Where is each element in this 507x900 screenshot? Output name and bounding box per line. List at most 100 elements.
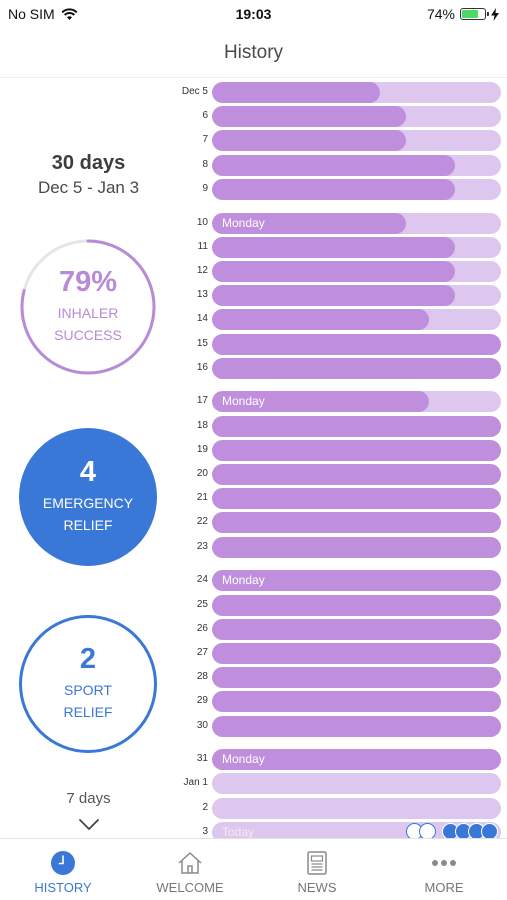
day-bar[interactable] bbox=[212, 594, 501, 616]
day-bar[interactable] bbox=[212, 333, 501, 355]
tab-history[interactable]: HISTORY bbox=[0, 839, 126, 900]
tab-history-label: HISTORY bbox=[34, 880, 92, 895]
day-bar-fill bbox=[212, 415, 501, 437]
day-bar[interactable] bbox=[212, 154, 501, 176]
sport-relief-count: 2 bbox=[79, 643, 97, 676]
day-bar-fill bbox=[212, 715, 501, 737]
day-bar[interactable]: Monday bbox=[212, 749, 501, 771]
day-bar[interactable] bbox=[212, 285, 501, 307]
day-bar-fill bbox=[212, 642, 501, 664]
inhaler-progress-ring bbox=[20, 239, 156, 375]
battery-level bbox=[462, 10, 478, 18]
tab-news-label: NEWS bbox=[297, 880, 337, 895]
navigation-bar: History bbox=[0, 28, 507, 78]
home-icon bbox=[178, 852, 202, 874]
more-icon bbox=[432, 860, 456, 866]
day-bar[interactable] bbox=[212, 130, 501, 152]
day-bar[interactable] bbox=[212, 642, 501, 664]
day-label: 27 bbox=[196, 646, 208, 658]
summary-panel: 30 days Dec 5 - Jan 3 79% INHALER SUCCES… bbox=[0, 78, 177, 838]
day-bar[interactable] bbox=[212, 797, 501, 819]
day-bar[interactable] bbox=[212, 488, 501, 510]
day-bar[interactable] bbox=[212, 715, 501, 737]
day-bar-fill bbox=[212, 570, 501, 592]
day-bar[interactable] bbox=[212, 236, 501, 258]
day-bar-fill bbox=[212, 536, 501, 558]
day-label: 29 bbox=[196, 695, 208, 707]
day-label: 11 bbox=[197, 240, 208, 252]
day-label: 19 bbox=[196, 443, 208, 455]
day-label: 20 bbox=[196, 468, 208, 479]
week-start-label: Monday bbox=[222, 394, 265, 409]
day-bar[interactable] bbox=[212, 260, 501, 282]
day-label: 10 bbox=[196, 216, 208, 228]
inhaler-success-value: 79% bbox=[58, 266, 118, 299]
day-bar[interactable] bbox=[212, 309, 501, 331]
day-bar-fill bbox=[212, 82, 380, 103]
day-label: 25 bbox=[196, 598, 208, 610]
day-bar-fill bbox=[212, 691, 501, 713]
day-bar[interactable] bbox=[212, 512, 501, 534]
day-label: 16 bbox=[196, 361, 208, 373]
day-bar[interactable] bbox=[212, 106, 501, 128]
day-bar-fill bbox=[212, 212, 406, 234]
day-bar-fill bbox=[212, 488, 501, 510]
tab-more[interactable]: MORE bbox=[381, 839, 507, 900]
day-bar[interactable] bbox=[212, 415, 501, 437]
emergency-relief-count: 4 bbox=[79, 456, 97, 489]
day-bar[interactable] bbox=[212, 691, 501, 713]
tab-welcome[interactable]: WELCOME bbox=[127, 839, 253, 900]
inhaler-label-line1: INHALER bbox=[57, 305, 119, 322]
status-right: 74% bbox=[427, 6, 499, 22]
day-bar[interactable] bbox=[212, 536, 501, 558]
day-label: 15 bbox=[196, 337, 208, 349]
day-bar[interactable] bbox=[212, 464, 501, 485]
range-selector-label[interactable]: 7 days bbox=[66, 790, 111, 807]
day-bar-fill bbox=[212, 439, 501, 461]
day-bar[interactable]: Monday bbox=[212, 391, 501, 413]
day-bar[interactable] bbox=[212, 667, 501, 689]
status-left: No SIM bbox=[8, 6, 78, 22]
emergency-relief-label: EMERGENCY RELIEF bbox=[43, 493, 133, 536]
week-start-label: Monday bbox=[222, 752, 265, 767]
tab-news[interactable]: NEWS bbox=[254, 839, 380, 900]
news-icon bbox=[307, 851, 327, 875]
day-bar[interactable] bbox=[212, 618, 501, 640]
status-bar: No SIM 19:03 74% bbox=[0, 0, 507, 28]
day-bar-fill bbox=[212, 618, 501, 640]
day-bar-fill bbox=[212, 512, 501, 534]
week-start-label: Monday bbox=[222, 215, 265, 230]
day-label: 2 bbox=[202, 801, 208, 813]
day-bar[interactable] bbox=[212, 773, 501, 795]
day-bar-fill bbox=[212, 309, 429, 331]
day-bar[interactable] bbox=[212, 357, 501, 379]
battery-cap bbox=[487, 12, 489, 16]
day-label: Jan 1 bbox=[183, 777, 208, 789]
battery-percent: 74% bbox=[426, 6, 455, 22]
day-label: 7 bbox=[202, 134, 208, 146]
clock-time: 19:03 bbox=[235, 6, 272, 22]
day-bar-fill bbox=[212, 106, 406, 128]
day-bar[interactable]: Monday bbox=[212, 570, 501, 592]
day-bar[interactable] bbox=[212, 82, 501, 103]
battery-icon bbox=[460, 8, 489, 20]
day-bar[interactable] bbox=[212, 439, 501, 461]
day-label: 31 bbox=[196, 753, 208, 765]
sport-label-line2: RELIEF bbox=[63, 703, 113, 720]
emergency-relief-circle[interactable]: 4 EMERGENCY RELIEF bbox=[19, 428, 157, 566]
day-label: 21 bbox=[196, 492, 208, 504]
tab-bar: HISTORY WELCOME NEWS MORE bbox=[0, 838, 507, 900]
day-label: 14 bbox=[196, 313, 208, 325]
sport-relief-label: SPORT RELIEF bbox=[63, 680, 112, 723]
history-list: Dec 5 6 7 8 9 10 Monday 11 12 13 14 15 16 17 Monday 18 1… bbox=[0, 78, 507, 843]
day-label: 12 bbox=[196, 264, 208, 276]
inhaler-success-ring[interactable]: 79% INHALER SUCCESS bbox=[19, 238, 157, 376]
day-bar[interactable]: Monday bbox=[212, 212, 501, 234]
day-bar[interactable] bbox=[212, 178, 501, 200]
day-label: 18 bbox=[196, 419, 208, 431]
period-date-range: Dec 5 - Jan 3 bbox=[37, 178, 140, 197]
day-bar-fill bbox=[212, 391, 429, 413]
chevron-down-icon[interactable] bbox=[78, 818, 100, 832]
inhaler-success-label: INHALER SUCCESS bbox=[54, 303, 122, 346]
sport-relief-circle[interactable]: 2 SPORT RELIEF bbox=[19, 615, 157, 753]
